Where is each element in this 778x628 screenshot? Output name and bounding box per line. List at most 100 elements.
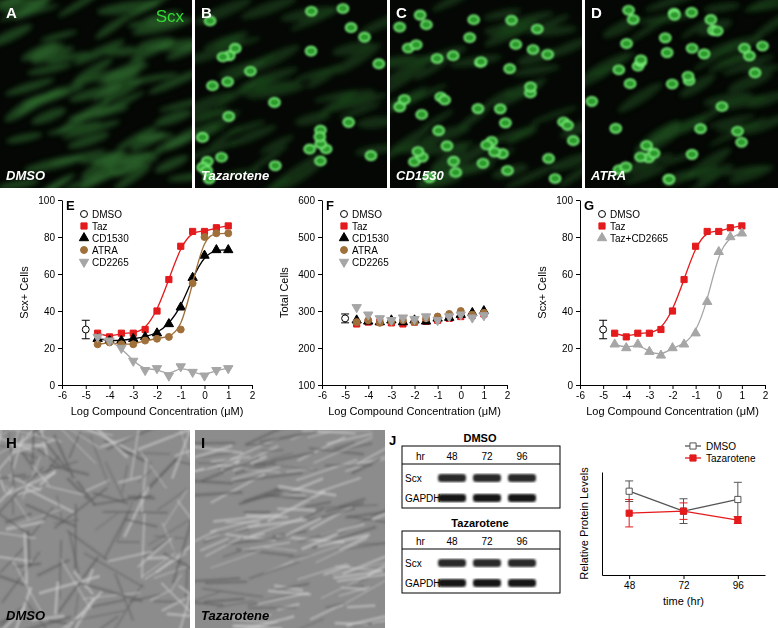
data-point (188, 272, 197, 280)
data-point (681, 276, 687, 282)
data-point (364, 312, 373, 320)
cell-body (557, 159, 582, 188)
data-point (612, 330, 618, 336)
cell-streak (0, 512, 31, 536)
nucleus (394, 23, 405, 32)
blot-group: DMSOhr487296ScxGAPDH (402, 432, 560, 508)
cell-streak (239, 491, 281, 504)
cell-body (356, 114, 387, 130)
nucleus (610, 124, 621, 133)
tick-mark (580, 385, 581, 389)
image-panel: CCD1530 (369, 0, 603, 192)
tick: 0 (716, 385, 722, 401)
x-axis: -6-5-4-3-2-1012 (58, 385, 256, 401)
nucleus (223, 112, 234, 121)
cell-streak (249, 561, 299, 578)
data-point (727, 225, 733, 231)
cell-streak (0, 467, 43, 514)
tick-label: 1 (740, 390, 746, 401)
tick-label: 80 (44, 232, 56, 243)
nucleus (510, 40, 521, 49)
cell-streak (372, 618, 385, 623)
nucleus (687, 44, 698, 53)
data-point (176, 302, 185, 310)
legend-label: CD1530 (352, 233, 389, 244)
error-cap (599, 338, 607, 339)
tick-mark (157, 385, 158, 389)
cell-streak (370, 506, 385, 518)
cell-streak (232, 626, 282, 628)
cell-bodies (390, 0, 582, 188)
cell-body (167, 170, 192, 183)
nucleus (699, 49, 710, 58)
cell-streak (347, 605, 375, 607)
tick-label: 40 (562, 306, 574, 317)
data-point (716, 228, 722, 234)
tick-mark (62, 385, 63, 389)
cell-streak (100, 616, 118, 628)
tick-label: -2 (411, 390, 420, 401)
nuclei (197, 4, 384, 183)
tick: 100 (298, 380, 322, 391)
tick-mark (576, 311, 580, 312)
blot-band (438, 494, 466, 502)
nucleus (269, 98, 280, 107)
cell-streak (346, 613, 385, 626)
cell-streak (195, 479, 233, 483)
tick: -4 (622, 385, 631, 401)
cell-streak (32, 430, 33, 468)
cell-streak (122, 465, 128, 493)
nucleus (217, 53, 228, 62)
x-axis-title: time (hr) (663, 595, 704, 607)
legend-entry: ATRA (81, 245, 119, 256)
cell-body (647, 118, 685, 147)
blot-band (473, 474, 501, 482)
cell-body (413, 57, 450, 83)
error-cap (341, 313, 349, 314)
tick: 500 (298, 232, 322, 243)
nucleus (528, 45, 539, 54)
cell-body (30, 43, 75, 68)
tick-label: -1 (177, 390, 186, 401)
cell-body (126, 70, 179, 86)
x-axis-title: Log Compound Concentration (μM) (328, 405, 501, 417)
nucleus (476, 57, 487, 66)
cell-body (745, 88, 778, 112)
data-point (224, 366, 233, 374)
nucleus (613, 65, 624, 74)
tick: -2 (153, 385, 162, 401)
nucleus (621, 39, 632, 48)
nucleus (712, 27, 723, 36)
cell-body (677, 70, 718, 101)
nucleus (502, 166, 513, 175)
blot-divider (402, 549, 560, 550)
cell-body (495, 125, 539, 145)
blot-bands (438, 494, 536, 502)
nucleus (343, 118, 354, 127)
data-point (421, 314, 430, 322)
blot-band (508, 579, 536, 587)
blot-bands (438, 474, 536, 482)
tick-label: 60 (562, 269, 574, 280)
tick: -6 (318, 385, 327, 401)
y-axis-title: Total Cells (278, 267, 290, 318)
cell-streak (277, 509, 315, 511)
cell-streak (204, 599, 245, 602)
axis-line (62, 201, 63, 386)
cell-streak (276, 584, 309, 590)
tick-label: 40 (44, 306, 56, 317)
blot-frame (402, 446, 560, 508)
cell-streak (270, 465, 318, 471)
nucleus (468, 15, 479, 24)
chart: -6-5-4-3-2-1012020406080100Log Compound … (536, 195, 769, 417)
y-axis-title: Scx+ Cells (18, 266, 30, 319)
tick: 2 (763, 385, 769, 401)
image-panel: HDMSO (0, 408, 214, 628)
nucleus (441, 141, 452, 150)
chart: -6-5-4-3-2-1012020406080100Log Compound … (18, 195, 256, 417)
cell-streaks (195, 430, 385, 628)
nucleus (732, 127, 743, 136)
data-point (224, 245, 233, 253)
tick-label: 0 (567, 380, 573, 391)
tick-mark (626, 385, 627, 389)
